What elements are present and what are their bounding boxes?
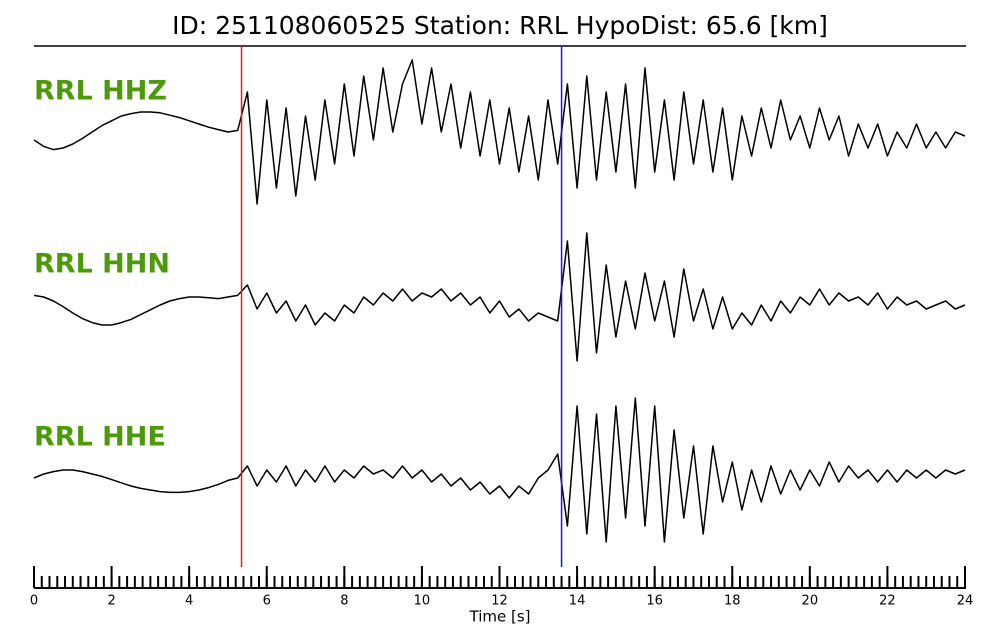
x-tick-label: 2 [107,594,115,609]
x-tick-label: 20 [802,594,819,609]
waveform [33,232,966,362]
x-tick-label: 8 [340,594,348,609]
waveform [33,59,966,205]
trace-label: RRL HHN [34,249,170,280]
x-tick-label: 22 [879,594,896,609]
waveform [33,397,966,543]
x-tick-label: 0 [30,594,38,609]
x-tick-label: 6 [263,594,271,609]
x-axis-label: Time [s] [469,608,531,626]
x-tick-label: 18 [724,594,741,609]
x-tick-label: 10 [414,594,431,609]
chart-title: ID: 251108060525 Station: RRL HypoDist: … [172,11,828,40]
trace-label: RRL HHZ [34,76,167,107]
x-tick-label: 4 [185,594,193,609]
x-tick-label: 14 [569,594,586,609]
x-tick-label: 12 [491,594,508,609]
trace-label: RRL HHE [34,422,166,453]
x-tick-label: 24 [957,594,974,609]
x-tick-label: 16 [646,594,663,609]
